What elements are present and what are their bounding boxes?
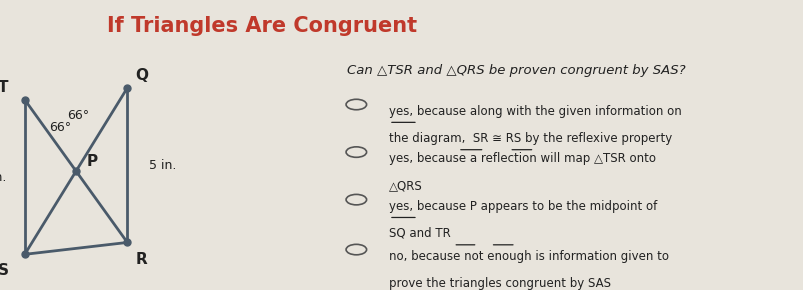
Text: 66°: 66°: [67, 109, 89, 122]
Text: no, because not enough is information given to: no, because not enough is information gi…: [389, 250, 668, 262]
Text: SQ and TR: SQ and TR: [389, 227, 450, 240]
Text: Can △TSR and △QRS be proven congruent by SAS?: Can △TSR and △QRS be proven congruent by…: [347, 64, 685, 77]
Text: 66°: 66°: [50, 121, 71, 134]
Text: prove the triangles congruent by SAS: prove the triangles congruent by SAS: [389, 277, 610, 290]
Text: yes, because P appears to be the midpoint of: yes, because P appears to be the midpoin…: [389, 200, 656, 213]
Text: S: S: [0, 264, 9, 278]
Text: Q: Q: [135, 68, 148, 84]
Text: 5 in.: 5 in.: [149, 159, 176, 172]
Text: yes, because along with the given information on: yes, because along with the given inform…: [389, 104, 681, 117]
Text: △QRS: △QRS: [389, 180, 422, 193]
Text: 5 in.: 5 in.: [0, 171, 6, 184]
Text: the diagram,  SR ≅ RS by the reflexive property: the diagram, SR ≅ RS by the reflexive pr…: [389, 132, 671, 145]
Text: yes, because a reflection will map △TSR onto: yes, because a reflection will map △TSR …: [389, 152, 655, 165]
Text: T: T: [0, 80, 9, 95]
Text: If Triangles Are Congruent: If Triangles Are Congruent: [107, 16, 416, 36]
Text: P: P: [86, 154, 97, 169]
Text: R: R: [136, 252, 147, 267]
